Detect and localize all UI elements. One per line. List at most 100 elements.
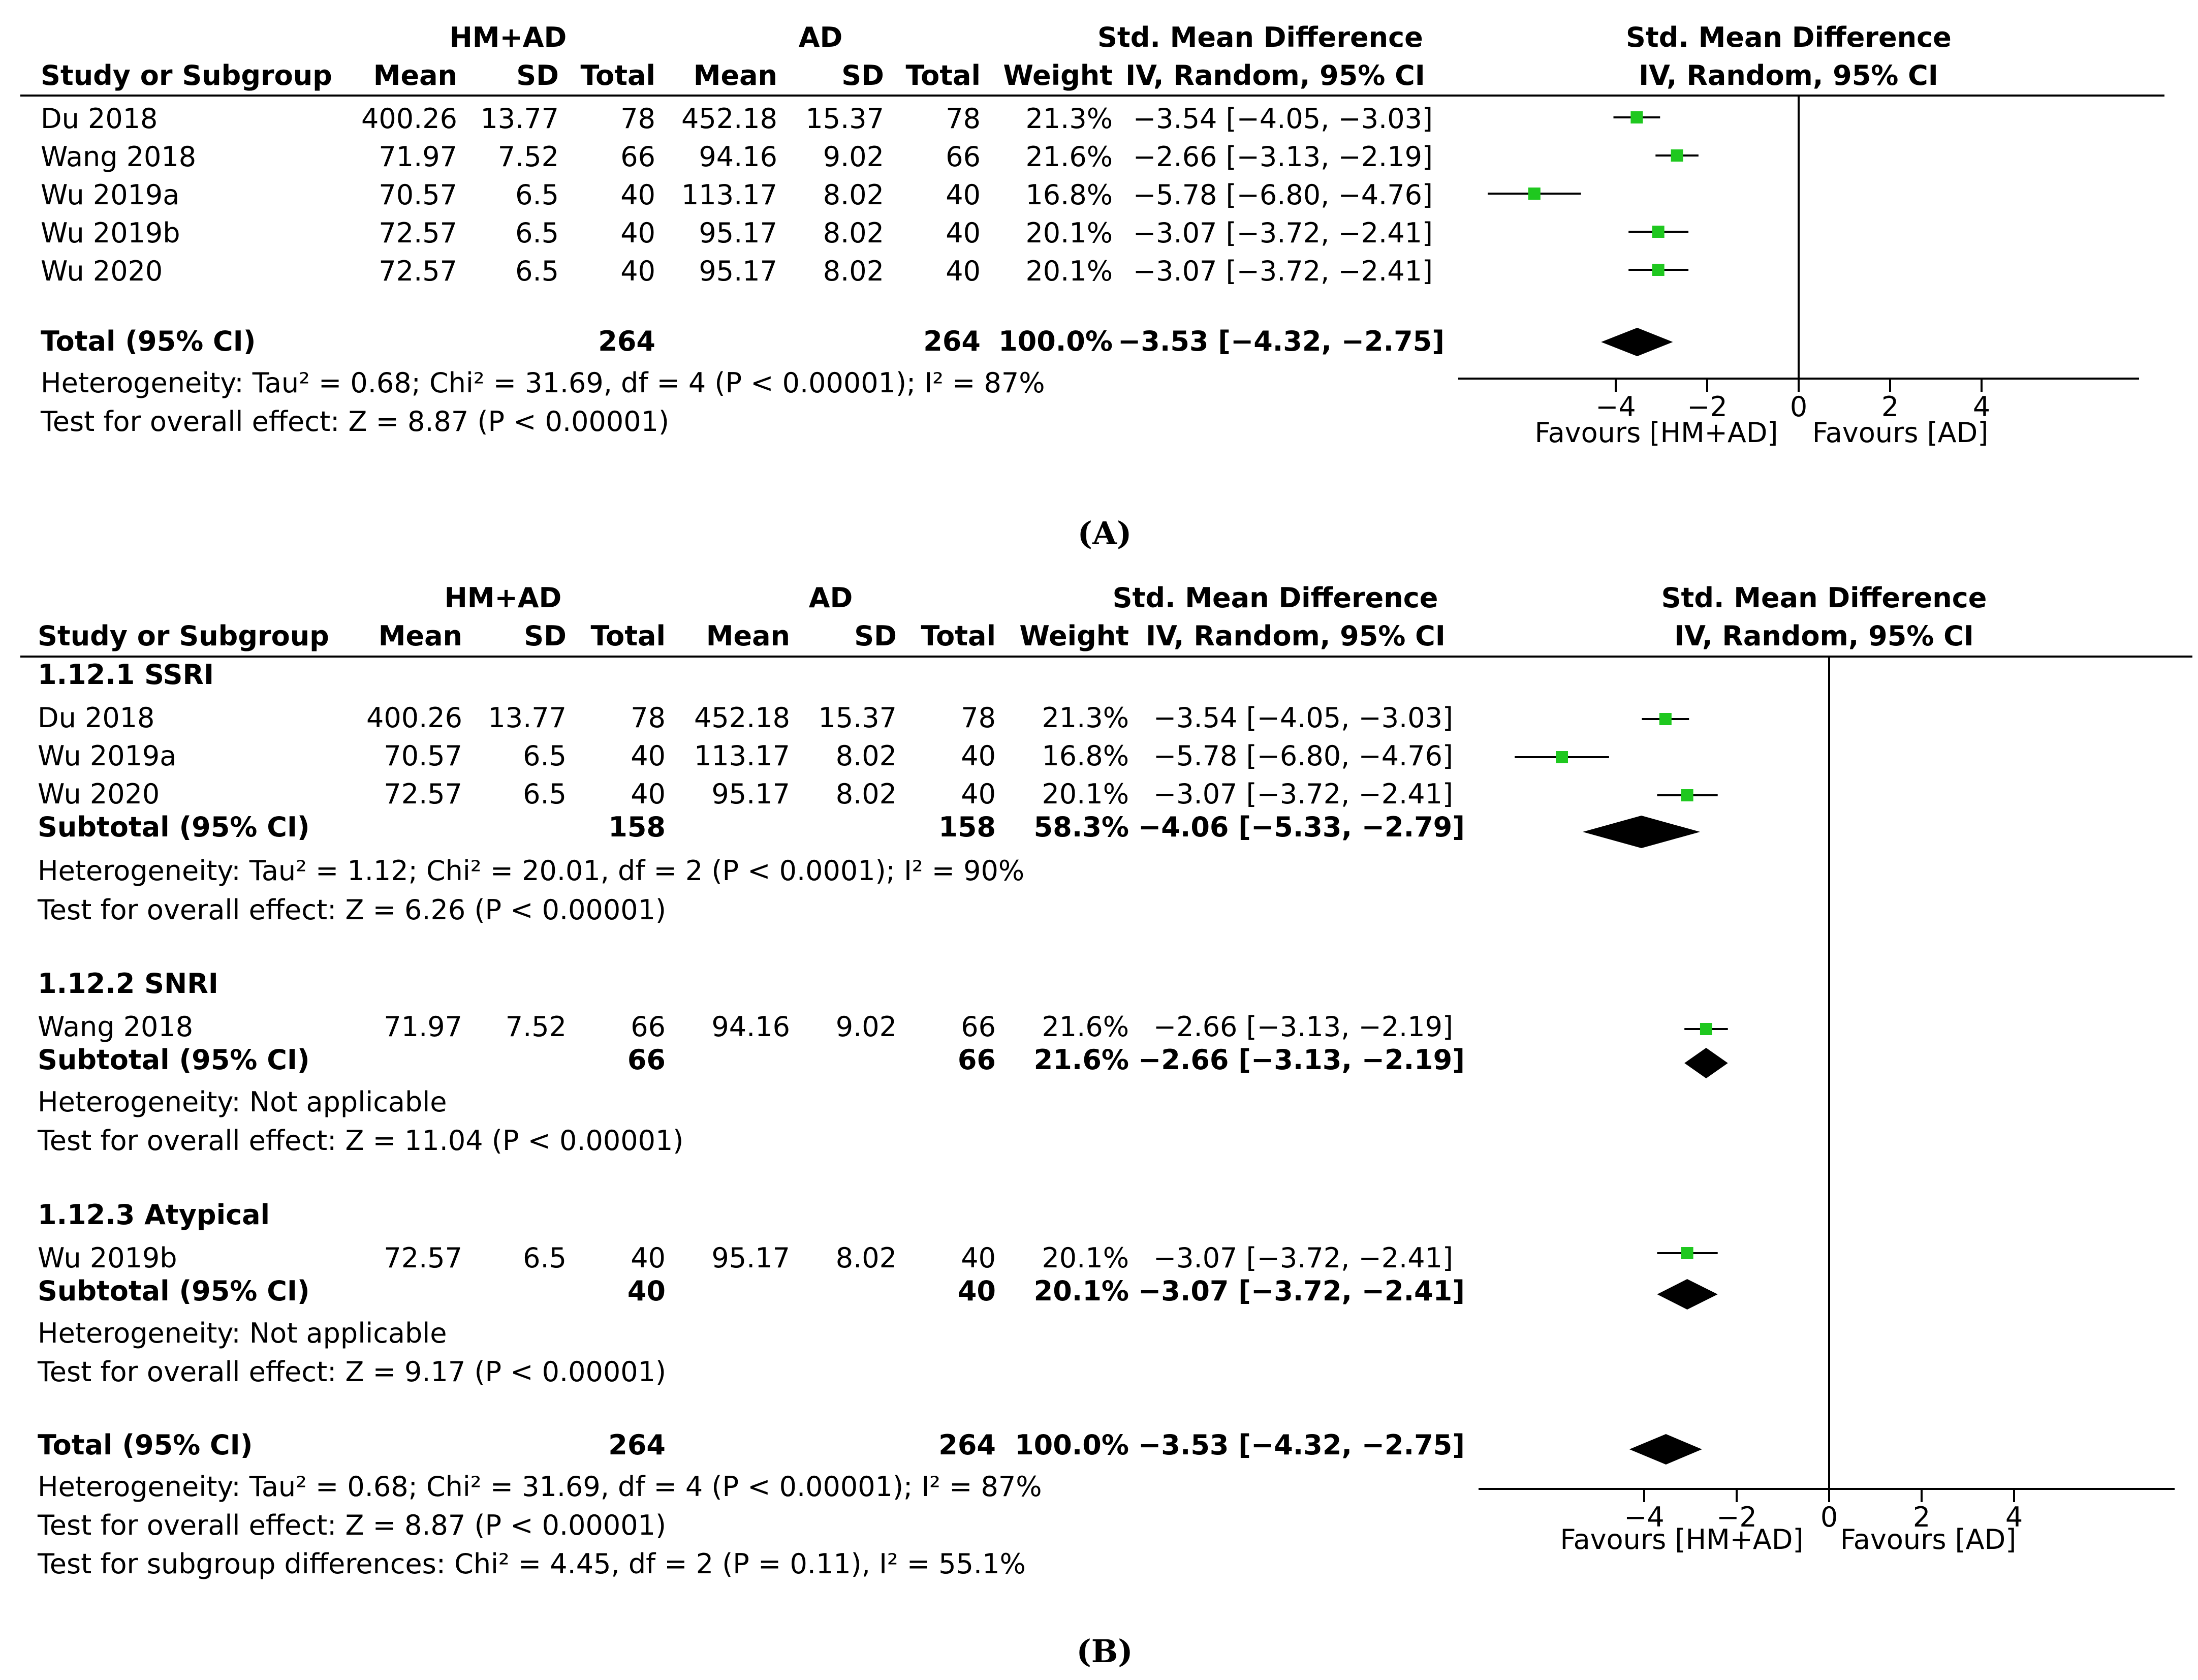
plot-ci-header: IV, Random, 95% CI — [1639, 59, 1938, 91]
total1: 40 — [631, 740, 666, 772]
total1: 66 — [620, 141, 655, 173]
plot-smd-header: Std. Mean Difference — [1661, 582, 1987, 614]
weight: 20.1% — [1042, 1242, 1129, 1274]
mean2: 452.18 — [681, 103, 777, 135]
heterogeneity-text: Heterogeneity: Tau² = 1.12; Chi² = 20.01… — [38, 855, 1025, 887]
total2-col-header: Total — [921, 620, 996, 652]
total1: 40 — [631, 1242, 666, 1274]
sd1: 6.5 — [523, 778, 567, 810]
subtotal-label: Subtotal (95% CI) — [38, 1044, 310, 1076]
sd2: 15.37 — [818, 702, 897, 734]
sd1: 7.52 — [497, 141, 559, 173]
subtotal2: 66 — [957, 1044, 996, 1076]
point-estimate — [1528, 188, 1541, 200]
sd1: 6.5 — [515, 217, 559, 249]
mean2: 452.18 — [694, 702, 790, 734]
study-name: Wu 2020 — [41, 255, 163, 287]
favours-right-label: Favours [AD] — [1840, 1523, 2017, 1555]
x-tick-label: 4 — [1973, 391, 1990, 423]
subtotal-ci: −2.66 [−3.13, −2.19] — [1138, 1044, 1465, 1076]
total-label: Total (95% CI) — [41, 325, 256, 357]
total2: 40 — [946, 255, 981, 287]
x-tick-label: −4 — [1595, 391, 1636, 423]
x-tick-label: 2 — [1881, 391, 1899, 423]
mean2: 95.17 — [699, 217, 777, 249]
x-tick-label: 0 — [1820, 1501, 1838, 1533]
subtotal1: 158 — [608, 811, 666, 843]
overall-effect-text: Test for overall effect: Z = 6.26 (P < 0… — [38, 894, 667, 926]
sd2: 8.02 — [823, 179, 884, 211]
mean2: 95.17 — [699, 255, 777, 287]
weight: 21.3% — [1025, 103, 1113, 135]
subtotal-ci: −4.06 [−5.33, −2.79] — [1138, 811, 1465, 843]
total2: 78 — [961, 702, 996, 734]
total2: 40 — [946, 179, 981, 211]
total1: 40 — [620, 255, 655, 287]
pooled-diamond — [1657, 1279, 1718, 1310]
ci-text: −3.54 [−4.05, −3.03] — [1133, 103, 1433, 135]
ci-text: −3.54 [−4.05, −3.03] — [1153, 702, 1453, 734]
forest-plot-b: −4 −2 0 2 4 — [1479, 656, 2175, 1533]
heterogeneity-text: Heterogeneity: Not applicable — [38, 1086, 447, 1118]
total1-col-header: Total — [590, 620, 666, 652]
subtotal-label: Subtotal (95% CI) — [38, 1275, 310, 1307]
subtotal2: 158 — [938, 811, 996, 843]
weight: 21.6% — [1025, 141, 1113, 173]
point-estimate — [1681, 789, 1693, 801]
study-name: Du 2018 — [38, 702, 155, 734]
group1-header: HM+AD — [444, 582, 562, 614]
overall-effect-text: Test for overall effect: Z = 8.87 (P < 0… — [41, 406, 670, 438]
subtotal-weight: 21.6% — [1033, 1044, 1129, 1076]
point-estimate — [1681, 1247, 1693, 1259]
overall-effect-text: Test for overall effect: Z = 11.04 (P < … — [38, 1125, 684, 1157]
sd1: 13.77 — [480, 103, 559, 135]
mean1: 400.26 — [366, 702, 462, 734]
ci-text: −5.78 [−6.80, −4.76] — [1133, 179, 1433, 211]
mean1: 72.57 — [379, 217, 457, 249]
total1: 40 — [620, 217, 655, 249]
total2: 40 — [961, 1242, 996, 1274]
study-name: Wu 2020 — [38, 778, 160, 810]
sd1-col-header: SD — [516, 59, 559, 91]
weight: 16.8% — [1042, 740, 1129, 772]
study-name: Wang 2018 — [38, 1011, 194, 1043]
mean1: 72.57 — [379, 255, 457, 287]
mean1: 400.26 — [361, 103, 457, 135]
sd2: 8.02 — [835, 1242, 897, 1274]
smd-header: Std. Mean Difference — [1112, 582, 1438, 614]
total2: 40 — [961, 778, 996, 810]
x-tick-label: 0 — [1790, 391, 1807, 423]
x-tick-label: 4 — [2005, 1501, 2023, 1533]
subgroup-differences-text: Test for subgroup differences: Chi² = 4.… — [38, 1548, 1026, 1580]
mean2-col-header: Mean — [693, 59, 777, 91]
header-rule — [20, 95, 2164, 97]
subtotal-ci: −3.07 [−3.72, −2.41] — [1138, 1275, 1465, 1307]
study-col-header: Study or Subgroup — [38, 620, 329, 652]
subtotal1: 66 — [627, 1044, 666, 1076]
total1: 78 — [631, 702, 666, 734]
overall-effect-text: Test for overall effect: Z = 8.87 (P < 0… — [38, 1509, 667, 1541]
ci-text: −3.07 [−3.72, −2.41] — [1153, 1242, 1453, 1274]
x-tick-label: −2 — [1716, 1501, 1757, 1533]
favours-left-label: Favours [HM+AD] — [1534, 417, 1778, 449]
study-name: Wang 2018 — [41, 141, 197, 173]
mean1: 72.57 — [384, 1242, 462, 1274]
sd2: 9.02 — [835, 1011, 897, 1043]
plot-smd-header: Std. Mean Difference — [1626, 21, 1952, 53]
weight: 20.1% — [1042, 778, 1129, 810]
mean1-col-header: Mean — [373, 59, 457, 91]
subtotal-weight: 20.1% — [1033, 1275, 1129, 1307]
ci-col-header: IV, Random, 95% CI — [1125, 59, 1425, 91]
sd1: 6.5 — [523, 740, 567, 772]
total2: 264 — [923, 325, 981, 357]
plot-ci-header: IV, Random, 95% CI — [1674, 620, 1974, 652]
mean1: 71.97 — [379, 141, 457, 173]
total1: 40 — [631, 778, 666, 810]
total-ci: −3.53 [−4.32, −2.75] — [1118, 325, 1445, 357]
ci-text: −5.78 [−6.80, −4.76] — [1153, 740, 1453, 772]
pooled-diamond — [1601, 328, 1673, 356]
favours-right-label: Favours [AD] — [1812, 417, 1989, 449]
subgroup-heading-atypical: 1.12.3 Atypical — [38, 1199, 270, 1231]
heterogeneity-text: Heterogeneity: Not applicable — [38, 1317, 447, 1349]
